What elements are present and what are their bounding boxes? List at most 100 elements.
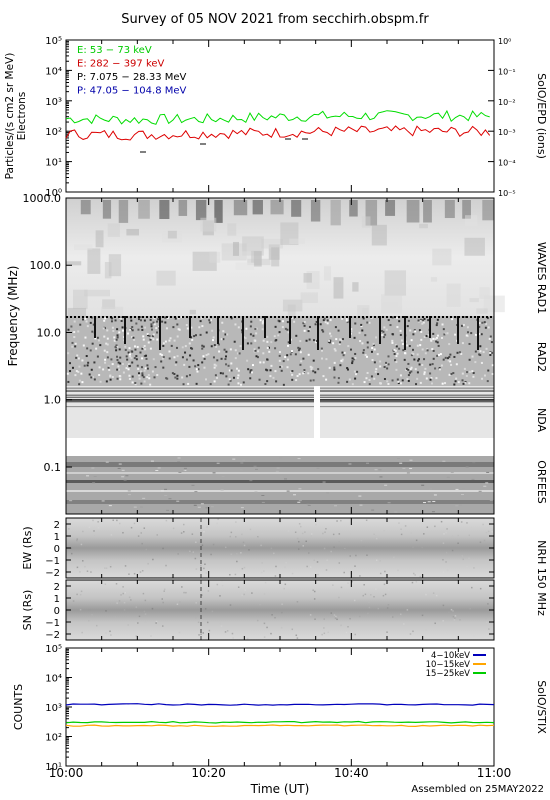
rad2-noise-pixel bbox=[452, 372, 455, 375]
nrh-noise-pixel bbox=[116, 602, 118, 604]
nrh-noise-pixel bbox=[487, 603, 489, 605]
nrh-noise-pixel bbox=[273, 552, 275, 555]
rad2-noise-pixel bbox=[391, 341, 394, 344]
rad1-burst-blob bbox=[159, 200, 170, 220]
rad2-noise-pixel bbox=[108, 368, 111, 371]
nrh-noise-pixel bbox=[445, 561, 447, 563]
nrh-noise-pixel bbox=[204, 563, 206, 565]
rad2-noise-pixel bbox=[351, 362, 354, 365]
nrh-right-label: NRH 150 MHz bbox=[535, 540, 548, 616]
rad2-noise-pixel bbox=[153, 323, 156, 326]
rad2-noise-pixel bbox=[262, 320, 265, 323]
rad2-noise-pixel bbox=[292, 316, 295, 319]
rad2-noise-pixel bbox=[442, 328, 445, 331]
nrh-noise-pixel bbox=[194, 557, 197, 560]
nrh-noise-pixel bbox=[190, 550, 193, 552]
nrh-noise-pixel bbox=[415, 539, 418, 542]
rad1-burst-blob bbox=[270, 200, 284, 215]
nrh-noise-pixel bbox=[68, 528, 70, 530]
rad2-noise-pixel bbox=[480, 333, 483, 336]
orfees-noise bbox=[239, 469, 243, 471]
rad2-noise-pixel bbox=[478, 322, 481, 325]
rad2-noise-pixel bbox=[289, 371, 292, 374]
rad2-noise-pixel bbox=[104, 358, 107, 361]
orfees-noise bbox=[481, 494, 485, 496]
rad2-noise-pixel bbox=[122, 336, 125, 339]
rad2-noise-pixel bbox=[259, 361, 262, 364]
rad2-noise-pixel bbox=[412, 333, 415, 336]
nrh-noise-pixel bbox=[200, 564, 202, 567]
nrh-noise-pixel bbox=[105, 567, 108, 569]
orfees-noise bbox=[384, 484, 388, 486]
rad2-noise-pixel bbox=[152, 338, 155, 341]
rad2-noise-pixel bbox=[183, 363, 186, 366]
rad2-noise-pixel bbox=[93, 378, 96, 381]
rad2-noise-pixel bbox=[426, 349, 429, 352]
rad2-noise-pixel bbox=[156, 373, 159, 376]
orfees-noise bbox=[378, 469, 382, 471]
rad2-noise-pixel bbox=[342, 354, 345, 357]
rad2-noise-pixel bbox=[165, 327, 168, 330]
nrh-noise-pixel bbox=[219, 622, 222, 625]
nrh-noise-pixel bbox=[224, 631, 227, 633]
nrh-noise-pixel bbox=[249, 528, 252, 531]
orfees-noise bbox=[220, 489, 224, 491]
rad1-shade bbox=[251, 250, 261, 263]
epd-y2-tick-label: 10⁻⁵ bbox=[498, 189, 516, 198]
rad2-noise-pixel bbox=[182, 383, 185, 386]
rad2-noise-pixel bbox=[153, 376, 156, 379]
rad2-noise-pixel bbox=[117, 365, 120, 368]
rad2-noise-pixel bbox=[351, 360, 354, 363]
orfees-noise bbox=[461, 488, 465, 490]
nrh-noise-pixel bbox=[114, 616, 117, 618]
nrh-noise-pixel bbox=[189, 550, 191, 553]
nrh-noise-pixel bbox=[260, 571, 263, 574]
rad1-burst-blob bbox=[233, 200, 248, 216]
nrh-noise-pixel bbox=[487, 530, 490, 533]
nrh-noise-pixel bbox=[370, 594, 372, 596]
nrh-noise-pixel bbox=[183, 523, 185, 526]
rad2-noise-pixel bbox=[181, 356, 184, 359]
rad2-noise-pixel bbox=[92, 323, 95, 326]
nrh-noise-pixel bbox=[323, 627, 325, 629]
nrh-noise-pixel bbox=[172, 527, 175, 530]
rad2-noise-pixel bbox=[472, 375, 475, 378]
rad2-noise-pixel bbox=[98, 374, 101, 377]
rad2-noise-pixel bbox=[362, 349, 365, 352]
nrh-noise-pixel bbox=[334, 617, 337, 619]
rad2-noise-pixel bbox=[334, 349, 337, 352]
rad2-noise-pixel bbox=[379, 365, 382, 368]
rad2-noise-pixel bbox=[236, 352, 239, 355]
rad2-noise-pixel bbox=[368, 378, 371, 381]
rad2-noise-pixel bbox=[370, 317, 373, 320]
rad2-noise-pixel bbox=[140, 370, 143, 373]
nrh-noise-pixel bbox=[360, 539, 363, 542]
rad2-noise-pixel bbox=[168, 357, 171, 360]
orfees-noise bbox=[307, 504, 311, 506]
rad2-noise-pixel bbox=[184, 351, 187, 354]
rad2-noise-pixel bbox=[446, 332, 449, 335]
orfees-noise bbox=[181, 470, 185, 472]
nrh-noise-pixel bbox=[198, 634, 200, 636]
nrh-noise-pixel bbox=[84, 565, 86, 568]
rad2-noise-pixel bbox=[233, 340, 236, 343]
rad2-noise-pixel bbox=[425, 377, 428, 380]
spectrum-y-tick-label: 1000.0 bbox=[23, 192, 62, 205]
nrh-noise-pixel bbox=[128, 596, 131, 599]
rad2-noise-pixel bbox=[261, 328, 264, 331]
rad2-noise-pixel bbox=[251, 371, 254, 374]
rad2-noise-pixel bbox=[205, 354, 208, 357]
rad2-noise-pixel bbox=[121, 326, 124, 329]
nrh-noise-pixel bbox=[412, 546, 414, 548]
nrh-noise-pixel bbox=[362, 546, 365, 548]
rad2-noise-pixel bbox=[195, 382, 198, 385]
rad2-noise-pixel bbox=[406, 325, 409, 328]
rad1-burst-blob bbox=[80, 200, 91, 215]
nrh-noise-pixel bbox=[246, 637, 249, 640]
rad2-noise-pixel bbox=[203, 357, 206, 360]
rad2-noise-pixel bbox=[454, 333, 457, 336]
nrh-noise-pixel bbox=[161, 625, 164, 627]
rad2-noise-pixel bbox=[257, 350, 260, 353]
nrh-noise-pixel bbox=[241, 567, 244, 570]
rad2-noise-pixel bbox=[252, 334, 255, 337]
